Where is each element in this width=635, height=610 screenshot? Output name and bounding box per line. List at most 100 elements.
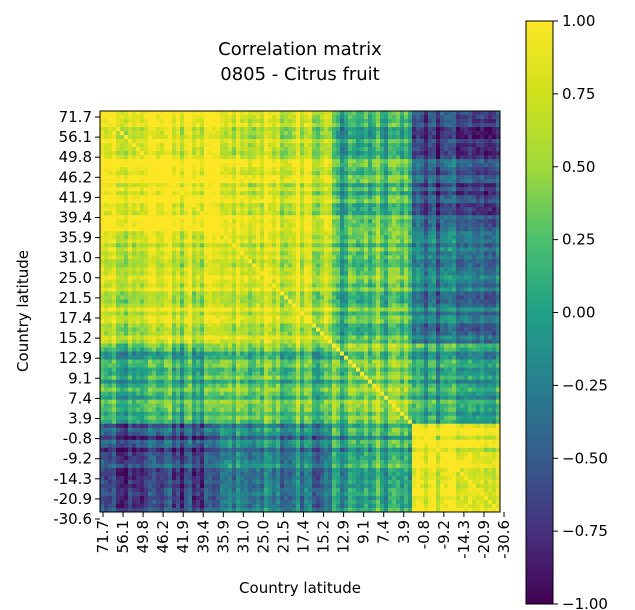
- heatmap-cell: [272, 239, 277, 244]
- heatmap-cell: [216, 155, 221, 160]
- heatmap-cell: [420, 303, 425, 308]
- heatmap-cell: [360, 139, 365, 144]
- heatmap-cell: [224, 159, 229, 164]
- heatmap-cell: [232, 247, 237, 252]
- heatmap-cell: [352, 175, 357, 180]
- heatmap-cell: [196, 175, 201, 180]
- heatmap-cell: [360, 299, 365, 304]
- heatmap-cell: [416, 111, 421, 116]
- heatmap-cell: [380, 179, 385, 184]
- heatmap-cell: [172, 239, 177, 244]
- heatmap-cell: [360, 143, 365, 148]
- heatmap-cell: [424, 303, 429, 308]
- heatmap-cell: [452, 207, 457, 212]
- heatmap-cell: [244, 199, 249, 204]
- heatmap-cell: [300, 111, 305, 116]
- heatmap-cell: [208, 119, 213, 124]
- heatmap-cell: [344, 159, 349, 164]
- heatmap-cell: [480, 215, 485, 220]
- heatmap-cell: [380, 243, 385, 248]
- heatmap-cell: [136, 179, 141, 184]
- heatmap-cell: [360, 255, 365, 260]
- heatmap-cell: [164, 283, 169, 288]
- heatmap-cell: [276, 279, 281, 284]
- heatmap-cell: [448, 239, 453, 244]
- heatmap-cell: [320, 191, 325, 196]
- heatmap-cell: [384, 179, 389, 184]
- heatmap-cell: [172, 179, 177, 184]
- heatmap-cell: [464, 179, 469, 184]
- heatmap-cell: [496, 147, 501, 152]
- heatmap-cell: [480, 219, 485, 224]
- heatmap-cell: [140, 223, 145, 228]
- heatmap-cell: [204, 135, 209, 140]
- heatmap-cell: [260, 299, 265, 304]
- heatmap-cell: [416, 191, 421, 196]
- heatmap-cell: [248, 135, 253, 140]
- heatmap-cell: [456, 215, 461, 220]
- heatmap-cell: [244, 203, 249, 208]
- heatmap-cell: [344, 131, 349, 136]
- heatmap-cell: [428, 215, 433, 220]
- heatmap-cell: [496, 243, 501, 248]
- heatmap-cell: [348, 223, 353, 228]
- heatmap-cell: [128, 259, 133, 264]
- heatmap-cell: [388, 159, 393, 164]
- heatmap-cell: [244, 135, 249, 140]
- heatmap-cell: [260, 235, 265, 240]
- heatmap-cell: [236, 155, 241, 160]
- heatmap-cell: [408, 283, 413, 288]
- heatmap-cell: [140, 211, 145, 216]
- heatmap-cell: [292, 195, 297, 200]
- heatmap-cell: [268, 163, 273, 168]
- heatmap-cell: [228, 239, 233, 244]
- heatmap-cell: [320, 275, 325, 280]
- heatmap-cell: [256, 203, 261, 208]
- heatmap-cell: [256, 291, 261, 296]
- heatmap-cell: [332, 139, 337, 144]
- heatmap-cell: [404, 267, 409, 272]
- heatmap-cell: [468, 299, 473, 304]
- heatmap-cell: [412, 175, 417, 180]
- heatmap-cell: [448, 243, 453, 248]
- heatmap-cell: [140, 131, 145, 136]
- heatmap-cell: [484, 187, 489, 192]
- heatmap-cell: [440, 239, 445, 244]
- heatmap-cell: [144, 179, 149, 184]
- heatmap-cell: [488, 127, 493, 132]
- heatmap-cell: [220, 171, 225, 176]
- heatmap-cell: [168, 147, 173, 152]
- heatmap-cell: [168, 291, 173, 296]
- heatmap-cell: [324, 159, 329, 164]
- heatmap-cell: [276, 147, 281, 152]
- heatmap-cell: [188, 235, 193, 240]
- heatmap-cell: [248, 203, 253, 208]
- heatmap-cell: [336, 299, 341, 304]
- heatmap-cell: [112, 255, 117, 260]
- heatmap-cell: [472, 127, 477, 132]
- heatmap-cell: [296, 163, 301, 168]
- heatmap-cell: [348, 263, 353, 268]
- heatmap-cell: [372, 211, 377, 216]
- heatmap-cell: [260, 179, 265, 184]
- heatmap-cell: [336, 259, 341, 264]
- heatmap-cell: [320, 299, 325, 304]
- heatmap-cell: [352, 131, 357, 136]
- heatmap-cell: [256, 303, 261, 308]
- heatmap-cell: [380, 139, 385, 144]
- heatmap-cell: [188, 123, 193, 128]
- heatmap-cell: [308, 135, 313, 140]
- heatmap-cell: [492, 111, 497, 116]
- heatmap-cell: [384, 287, 389, 292]
- heatmap-cell: [160, 239, 165, 244]
- heatmap-cell: [340, 247, 345, 252]
- heatmap-cell: [248, 275, 253, 280]
- heatmap-cell: [336, 275, 341, 280]
- heatmap-cell: [284, 295, 289, 300]
- heatmap-cell: [228, 115, 233, 120]
- heatmap-cell: [376, 135, 381, 140]
- heatmap-cell: [264, 303, 269, 308]
- heatmap-cell: [316, 251, 321, 256]
- heatmap-cell: [180, 143, 185, 148]
- heatmap-cell: [464, 119, 469, 124]
